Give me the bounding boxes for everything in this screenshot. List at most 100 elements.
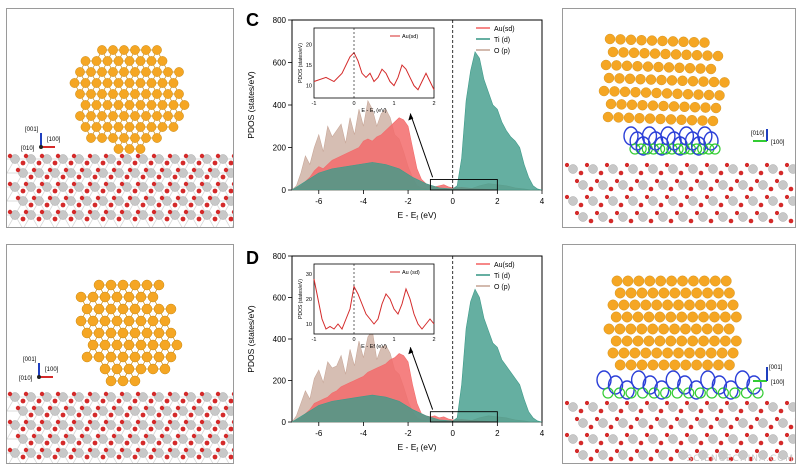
au-atom xyxy=(713,360,723,370)
au-atom xyxy=(174,67,183,76)
o-atom xyxy=(8,182,12,186)
o-atom xyxy=(699,409,704,414)
au-atom xyxy=(652,88,662,98)
au-atom xyxy=(666,336,676,346)
au-atom xyxy=(119,89,128,98)
au-atom xyxy=(638,100,648,110)
au-atom xyxy=(612,276,622,286)
au-atom xyxy=(620,87,630,97)
o-atom xyxy=(599,203,604,208)
o-atom xyxy=(755,179,759,183)
o-atom xyxy=(605,401,609,405)
o-atom xyxy=(645,401,649,405)
au-atom xyxy=(713,51,723,61)
o-atom xyxy=(61,203,66,208)
o-atom xyxy=(221,175,226,180)
o-atom xyxy=(144,168,148,172)
au-atom xyxy=(108,89,117,98)
o-atom xyxy=(629,187,634,192)
au-atom xyxy=(608,47,618,57)
au-atom xyxy=(648,360,658,370)
au-atom xyxy=(669,101,679,111)
o-atom xyxy=(176,406,180,410)
y-tick-label: 0 xyxy=(282,186,287,195)
au-atom xyxy=(673,300,683,310)
ti-atom xyxy=(769,435,778,444)
o-atom xyxy=(24,448,28,452)
o-atom xyxy=(45,175,50,180)
au-atom xyxy=(696,64,706,74)
o-atom xyxy=(649,219,654,224)
o-atom xyxy=(205,441,210,446)
o-atom xyxy=(165,161,170,166)
ti-atom xyxy=(749,197,758,206)
o-atom xyxy=(133,217,138,222)
x-axis-label: E - Ef (eV) xyxy=(398,442,437,454)
au-atom xyxy=(92,78,101,87)
o-atom xyxy=(589,187,594,192)
o-atom xyxy=(213,455,218,460)
o-atom xyxy=(93,413,98,418)
au-atom xyxy=(699,77,709,87)
o-atom xyxy=(37,161,42,166)
o-atom xyxy=(675,449,679,453)
o-atom xyxy=(53,217,58,222)
au-atom xyxy=(172,340,182,350)
ti-atom xyxy=(639,181,648,190)
o-atom xyxy=(104,182,108,186)
inset-x-tick-label: -1 xyxy=(312,101,317,107)
o-atom xyxy=(141,203,146,208)
inset-y-tick-label: 10 xyxy=(306,84,312,90)
au-atom xyxy=(641,300,651,310)
ti-atom xyxy=(589,435,598,444)
o-atom xyxy=(745,195,749,199)
o-atom xyxy=(69,455,74,460)
au-atom xyxy=(678,76,688,86)
au-atom xyxy=(687,336,697,346)
au-atom xyxy=(152,111,161,120)
inset-x-tick-label: 0 xyxy=(352,101,355,107)
au-atom xyxy=(659,360,669,370)
inset-y-tick-label: 30 xyxy=(306,272,312,278)
au-atom xyxy=(655,336,665,346)
panel-a: A [001] [010] [100] xyxy=(0,0,240,232)
au-atom xyxy=(130,352,140,362)
structure-frame: [001] [100] xyxy=(562,244,796,464)
o-atom xyxy=(679,441,684,446)
o-atom xyxy=(635,417,639,421)
o-atom xyxy=(739,441,744,446)
o-atom xyxy=(69,399,74,404)
au-atom xyxy=(130,133,139,142)
axis-label: [100] xyxy=(45,367,59,373)
au-atom xyxy=(673,89,683,99)
o-atom xyxy=(8,154,12,158)
au-atom xyxy=(130,280,140,290)
au-atom xyxy=(125,78,134,87)
o-atom xyxy=(685,433,689,437)
ti-atom xyxy=(719,181,728,190)
o-atom xyxy=(729,219,734,224)
y-tick-label: 600 xyxy=(273,59,287,68)
ti-atom xyxy=(759,213,768,222)
o-atom xyxy=(659,441,664,446)
o-atom xyxy=(8,448,12,452)
o-atom xyxy=(655,179,659,183)
au-atom xyxy=(656,114,666,124)
o-atom xyxy=(200,154,204,158)
o-atom xyxy=(609,457,614,462)
ti-atom xyxy=(619,451,628,460)
o-atom xyxy=(679,203,684,208)
au-atom xyxy=(92,56,101,65)
ti-atom xyxy=(659,451,668,460)
au-atom xyxy=(645,114,655,124)
o-atom xyxy=(157,441,162,446)
au-atom xyxy=(637,360,647,370)
au-atom xyxy=(645,276,655,286)
o-atom xyxy=(128,434,132,438)
au-atom xyxy=(647,324,657,334)
o-atom xyxy=(779,203,784,208)
au-atom xyxy=(655,312,665,322)
o-atom xyxy=(197,161,202,166)
o-atom xyxy=(216,210,220,214)
o-atom xyxy=(176,434,180,438)
